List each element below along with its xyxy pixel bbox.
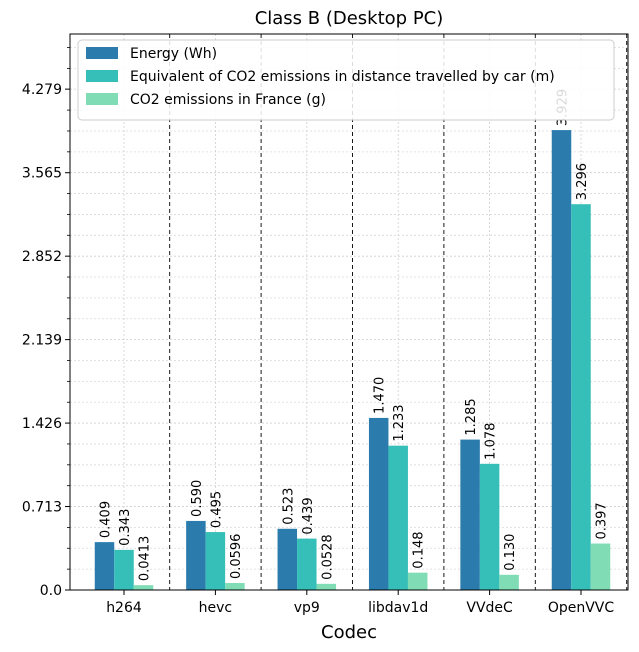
bar-label: 0.409: [99, 501, 114, 538]
bar-3-h264: [133, 585, 154, 590]
bars: [94, 130, 611, 590]
x-tick-label: libdav1d: [368, 600, 428, 616]
y-tick-label: 2.852: [22, 249, 62, 265]
bar-label: 0.0596: [229, 534, 244, 580]
plot-frame: [69, 33, 629, 591]
bar-1-VVdeC: [460, 439, 480, 590]
legend-label: CO2 emissions in France (g): [130, 92, 326, 108]
bar-2-h264: [114, 549, 134, 590]
bar-label: 0.439: [301, 497, 316, 534]
legend: Energy (Wh) Equivalent of CO2 emissions i…: [77, 39, 615, 121]
bar-label: 1.470: [373, 377, 388, 414]
bar-1-hevc: [186, 520, 206, 590]
bar-label: 3.296: [575, 163, 590, 200]
bar-label: 0.495: [209, 491, 224, 528]
bar-2-vp9: [297, 538, 317, 590]
bar-label: 0.590: [190, 480, 205, 517]
bar-label: 0.0413: [138, 536, 153, 582]
bar-2-OpenVVC: [571, 204, 591, 590]
bar-label: 1.285: [464, 398, 479, 435]
bar-2-VVdeC: [479, 463, 500, 590]
bar-labels: 0.4090.5900.5231.4701.2853.9290.3430.495…: [99, 89, 610, 581]
bar-1-OpenVVC: [551, 130, 572, 590]
category-separators: [169, 34, 628, 590]
bar-3-vp9: [316, 583, 337, 590]
legend-box: [77, 39, 615, 121]
y-axis: 0.0 0.713 1.426 2.139 2.852 3.565 4.279: [22, 47, 70, 599]
chart-title: Class B (Desktop PC): [255, 8, 444, 29]
x-axis: h264 hevc vp9 libdav1d VVdeC OpenVVC: [106, 590, 614, 616]
bar-1-vp9: [277, 528, 298, 590]
bar-label: 0.397: [595, 502, 610, 539]
x-tick-label: h264: [106, 600, 142, 616]
y-tick-label: 1.426: [22, 416, 62, 432]
legend-swatch: [86, 93, 118, 105]
bar-label: 0.343: [118, 509, 133, 546]
bar-1-libdav1d: [368, 417, 389, 590]
bar-3-libdav1d: [407, 572, 428, 590]
bar-label: 1.078: [484, 423, 499, 460]
bar-label: 0.523: [281, 488, 296, 525]
bar-label: 0.148: [412, 531, 427, 568]
bar-2-hevc: [205, 532, 226, 590]
legend-label: Energy (Wh): [130, 46, 217, 62]
bar-label: 0.0528: [320, 534, 335, 580]
x-tick-label: hevc: [199, 600, 232, 616]
y-tick-label: 0.0: [40, 583, 62, 599]
y-tick-label: 0.713: [22, 500, 62, 516]
bar-label: 0.130: [503, 534, 518, 571]
bar-3-VVdeC: [499, 574, 519, 590]
y-tick-label: 2.139: [22, 333, 62, 349]
bar-3-hevc: [225, 583, 245, 590]
bar-3-OpenVVC: [590, 543, 611, 590]
bar-2-libdav1d: [388, 445, 408, 590]
legend-swatch: [86, 70, 118, 82]
x-axis-title: Codec: [321, 622, 377, 643]
bar-1-h264: [94, 542, 115, 590]
y-tick-label: 3.565: [22, 166, 62, 182]
y-tick-label: 4.279: [22, 82, 62, 98]
legend-swatch: [86, 47, 118, 59]
bar-label: 1.233: [392, 404, 407, 441]
legend-label: Equivalent of CO2 emissions in distance …: [130, 69, 555, 85]
x-tick-label: VVdeC: [466, 600, 513, 616]
x-tick-label: OpenVVC: [548, 600, 615, 616]
x-tick-label: vp9: [294, 600, 320, 616]
